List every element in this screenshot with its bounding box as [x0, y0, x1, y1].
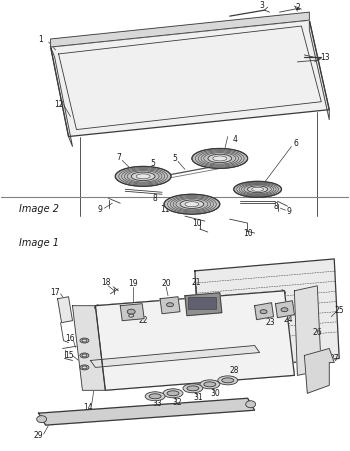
Polygon shape [309, 20, 329, 120]
Polygon shape [185, 293, 222, 316]
Ellipse shape [204, 382, 216, 387]
Bar [188, 297, 216, 308]
Ellipse shape [164, 194, 220, 214]
Ellipse shape [163, 389, 183, 398]
Ellipse shape [244, 193, 271, 197]
Polygon shape [304, 349, 334, 393]
Ellipse shape [80, 353, 89, 358]
Ellipse shape [204, 163, 235, 168]
Polygon shape [120, 304, 144, 321]
Text: 31: 31 [193, 393, 203, 402]
Text: 8: 8 [153, 194, 158, 203]
Text: 4: 4 [232, 135, 237, 144]
Ellipse shape [222, 378, 234, 383]
Text: 18: 18 [102, 278, 111, 287]
Ellipse shape [246, 401, 256, 408]
Ellipse shape [82, 354, 87, 357]
Text: 20: 20 [161, 279, 171, 288]
Text: 33: 33 [152, 399, 162, 408]
Text: 16: 16 [66, 334, 75, 343]
Ellipse shape [192, 148, 248, 168]
Text: 25: 25 [334, 306, 344, 315]
Ellipse shape [260, 310, 267, 313]
Ellipse shape [200, 380, 220, 389]
Text: 9: 9 [98, 205, 103, 214]
Text: 6: 6 [294, 139, 299, 148]
Ellipse shape [82, 366, 87, 369]
Text: 27: 27 [329, 354, 339, 363]
Ellipse shape [183, 384, 203, 393]
Ellipse shape [129, 314, 134, 317]
Ellipse shape [213, 156, 227, 161]
Polygon shape [254, 303, 273, 320]
Polygon shape [294, 286, 321, 375]
Text: 15: 15 [64, 351, 74, 360]
Text: Image 2: Image 2 [19, 204, 59, 214]
Text: 14: 14 [84, 403, 93, 412]
Ellipse shape [149, 394, 161, 399]
Ellipse shape [80, 338, 89, 343]
Text: 11: 11 [160, 205, 170, 214]
Text: Image 1: Image 1 [19, 238, 59, 248]
Text: 3: 3 [259, 0, 264, 9]
Ellipse shape [136, 174, 150, 179]
Polygon shape [57, 297, 72, 322]
Ellipse shape [128, 181, 159, 186]
Ellipse shape [252, 187, 264, 191]
Ellipse shape [281, 308, 288, 312]
Ellipse shape [218, 376, 238, 385]
Ellipse shape [185, 202, 199, 207]
Ellipse shape [247, 186, 268, 193]
Ellipse shape [82, 339, 87, 342]
Text: 21: 21 [191, 278, 201, 287]
Ellipse shape [187, 386, 199, 391]
Ellipse shape [234, 181, 281, 197]
Text: 26: 26 [313, 328, 322, 337]
Text: 9: 9 [286, 207, 291, 216]
Text: 23: 23 [266, 318, 275, 327]
Polygon shape [38, 398, 254, 425]
Text: 28: 28 [230, 366, 239, 375]
Text: 2: 2 [295, 3, 300, 12]
Text: 10: 10 [192, 219, 202, 228]
Text: 32: 32 [172, 398, 182, 407]
Polygon shape [160, 297, 180, 313]
Text: 30: 30 [210, 389, 220, 398]
Text: 12: 12 [54, 100, 63, 109]
Ellipse shape [127, 309, 135, 314]
Polygon shape [51, 12, 309, 47]
Ellipse shape [115, 166, 171, 186]
Polygon shape [90, 345, 260, 368]
Text: 5: 5 [173, 154, 177, 163]
Text: 8: 8 [273, 202, 278, 211]
Ellipse shape [37, 416, 47, 423]
Text: 10: 10 [243, 229, 252, 238]
Polygon shape [51, 47, 72, 147]
Polygon shape [195, 259, 339, 370]
Ellipse shape [80, 365, 89, 370]
Ellipse shape [177, 209, 207, 214]
Text: 17: 17 [50, 288, 60, 297]
Ellipse shape [180, 200, 204, 208]
Polygon shape [72, 306, 105, 390]
Text: 5: 5 [150, 159, 155, 168]
Ellipse shape [208, 154, 232, 163]
Ellipse shape [145, 392, 165, 401]
Text: 7: 7 [116, 153, 121, 162]
Text: 24: 24 [284, 315, 293, 324]
Text: 29: 29 [34, 431, 43, 440]
Ellipse shape [167, 391, 179, 396]
Text: 22: 22 [138, 316, 148, 325]
Ellipse shape [131, 172, 155, 180]
Text: 13: 13 [321, 53, 330, 62]
Text: 1: 1 [38, 35, 43, 43]
Text: 19: 19 [128, 279, 138, 288]
Ellipse shape [167, 303, 174, 307]
Polygon shape [51, 20, 329, 137]
Polygon shape [275, 301, 294, 318]
Polygon shape [96, 291, 294, 390]
